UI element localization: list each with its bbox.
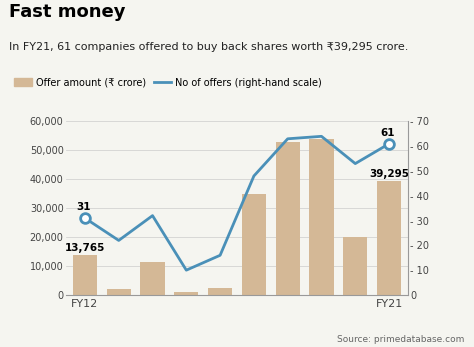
Text: 13,765: 13,765 <box>65 243 105 253</box>
Bar <box>107 289 131 295</box>
Bar <box>73 255 97 295</box>
Text: 31: 31 <box>76 202 91 212</box>
Bar <box>242 194 266 295</box>
Bar <box>310 139 334 295</box>
Bar <box>174 292 199 295</box>
Bar <box>140 262 164 295</box>
Legend: Offer amount (₹ crore), No of offers (right-hand scale): Offer amount (₹ crore), No of offers (ri… <box>14 78 322 88</box>
Bar <box>343 237 367 295</box>
Text: 39,295: 39,295 <box>369 169 409 179</box>
Bar <box>377 181 401 295</box>
Text: Fast money: Fast money <box>9 3 126 22</box>
Text: In FY21, 61 companies offered to buy back shares worth ₹39,295 crore.: In FY21, 61 companies offered to buy bac… <box>9 42 409 52</box>
Bar <box>208 288 232 295</box>
Text: Source: primedatabase.com: Source: primedatabase.com <box>337 335 465 344</box>
Bar <box>275 142 300 295</box>
Text: 61: 61 <box>380 128 395 137</box>
